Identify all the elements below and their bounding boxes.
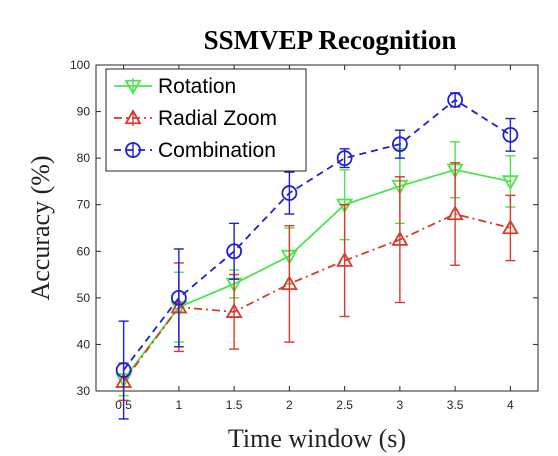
x-tick-label: 2.5 <box>336 398 353 412</box>
x-tick-label: 1 <box>176 398 183 412</box>
x-tick-labels: 0.5 1 1.5 2 2.5 3 3.5 4 <box>115 398 514 412</box>
data-point <box>446 205 464 221</box>
x-tick-label: 3.5 <box>447 398 464 412</box>
series-combination <box>115 92 519 420</box>
data-point <box>502 126 519 143</box>
legend-label: Radial Zoom <box>158 107 277 130</box>
series-layer <box>115 92 519 420</box>
data-point <box>336 150 353 167</box>
y-axis-label: Accuracy (%) <box>26 155 55 300</box>
x-tick-label: 2 <box>286 398 293 412</box>
y-tick-labels: 30 40 50 60 70 80 90 100 <box>70 58 90 398</box>
legend-item: Combination <box>114 139 276 162</box>
series-line <box>122 98 511 371</box>
y-tick-label: 60 <box>77 244 91 258</box>
data-point <box>170 289 187 306</box>
legend-item: Radial Zoom <box>114 107 277 130</box>
legend-label: Combination <box>158 139 276 162</box>
data-point <box>281 185 298 201</box>
data-point <box>501 175 519 191</box>
y-tick-label: 30 <box>77 384 91 398</box>
data-point <box>447 92 464 108</box>
data-point <box>336 198 354 214</box>
y-tick-label: 90 <box>77 105 91 119</box>
data-point <box>226 243 243 260</box>
x-tick-label: 4 <box>507 398 514 412</box>
series-line <box>122 168 511 380</box>
legend-label: Rotation <box>158 75 236 98</box>
data-point <box>391 136 408 153</box>
tick-marks <box>96 64 538 392</box>
y-tick-label: 40 <box>77 337 91 351</box>
y-tick-label: 50 <box>77 291 91 305</box>
data-point <box>115 362 132 378</box>
legend-item: Rotation <box>114 75 236 98</box>
legend-marker <box>124 79 142 95</box>
legend: Rotation Radial Zoom Combination <box>105 68 307 172</box>
y-tick-label: 100 <box>70 58 90 72</box>
y-tick-label: 80 <box>77 151 91 165</box>
x-tick-label: 3 <box>397 398 404 412</box>
x-tick-label: 1.5 <box>226 398 243 412</box>
legend-marker <box>124 109 142 125</box>
y-tick-label: 70 <box>77 198 91 212</box>
chart-title: SSMVEP Recognition <box>204 25 457 55</box>
data-point <box>225 303 243 318</box>
legend-marker <box>125 142 141 158</box>
x-axis-label: Time window (s) <box>228 424 406 453</box>
series-line <box>122 213 511 383</box>
data-point <box>280 275 298 291</box>
data-point <box>391 230 409 246</box>
data-point <box>501 219 519 235</box>
data-point <box>336 251 354 267</box>
